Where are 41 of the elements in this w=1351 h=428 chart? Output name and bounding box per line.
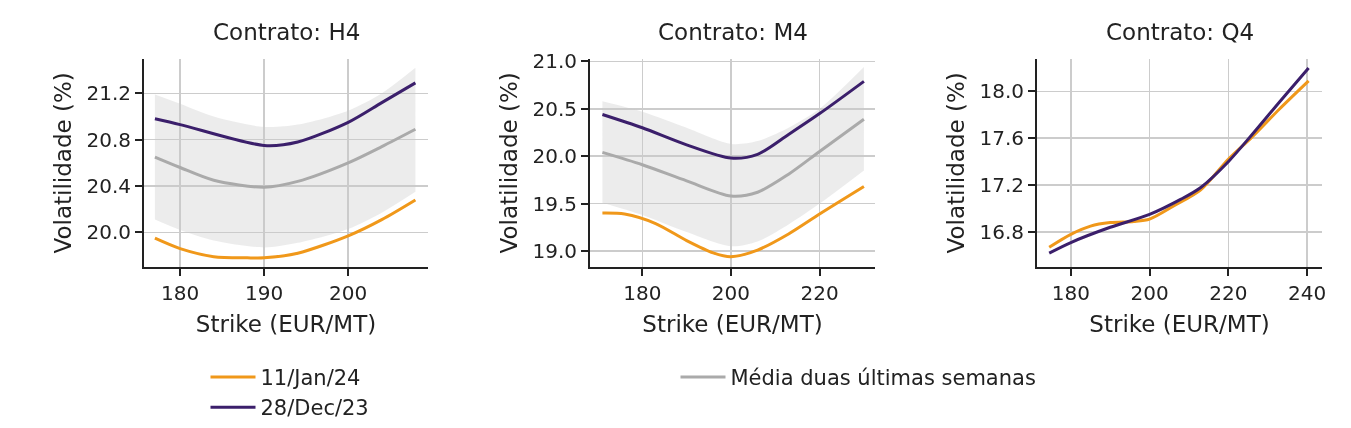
- y-tick-label: 20.5: [532, 96, 577, 121]
- x-tick-label: 180: [623, 281, 662, 306]
- chart-title: Contrato: H4: [213, 19, 361, 45]
- x-tick-label: 180: [161, 281, 200, 306]
- y-tick-label: 17.2: [979, 173, 1024, 198]
- legend-label: 11/Jan/24: [260, 366, 361, 391]
- x-tick-label: 190: [245, 281, 284, 306]
- x-tick-label: 200: [329, 281, 368, 306]
- y-tick-label: 18.0: [979, 79, 1024, 104]
- chart-title: Contrato: M4: [658, 19, 808, 45]
- x-tick-label: 240: [1287, 281, 1327, 306]
- y-tick-label: 17.6: [979, 126, 1024, 151]
- x-tick-label: 200: [711, 281, 751, 306]
- legend-label: 28/Dec/23: [260, 396, 369, 421]
- y-tick-label: 21.0: [532, 49, 577, 74]
- y-tick-label: 19.0: [532, 239, 577, 263]
- y-axis-title: Volatilidade (%): [943, 72, 970, 254]
- legend-label: Média duas últimas semanas: [730, 366, 1036, 391]
- line-series: [153, 198, 417, 260]
- y-tick-label: 20.0: [86, 220, 131, 245]
- chart-title: Contrato: Q4: [1106, 19, 1255, 45]
- line-series: [153, 81, 417, 148]
- line-series: [600, 185, 866, 259]
- x-tick-label: 220: [800, 281, 839, 306]
- y-tick-label: 20.0: [532, 144, 577, 169]
- y-tick-label: 21.2: [86, 81, 131, 106]
- x-tick-label: 220: [1209, 281, 1248, 306]
- line-series: [600, 79, 866, 160]
- x-tick-label: 180: [1051, 281, 1090, 306]
- line-series: [153, 127, 417, 189]
- line-series: [600, 117, 866, 198]
- y-tick-label: 20.8: [86, 127, 131, 152]
- y-tick-label: 19.5: [532, 191, 577, 216]
- y-tick-label: 20.4: [86, 174, 131, 199]
- y-tick-label: 16.8: [979, 219, 1024, 244]
- x-axis-title: Strike (EUR/MT): [642, 311, 823, 338]
- x-tick-label: 200: [1130, 281, 1169, 306]
- x-axis-title: Strike (EUR/MT): [195, 311, 377, 338]
- y-axis-title: Volatilidade (%): [496, 72, 523, 254]
- y-axis-title: Volatilidade (%): [50, 72, 77, 254]
- x-axis-title: Strike (EUR/MT): [1089, 311, 1270, 338]
